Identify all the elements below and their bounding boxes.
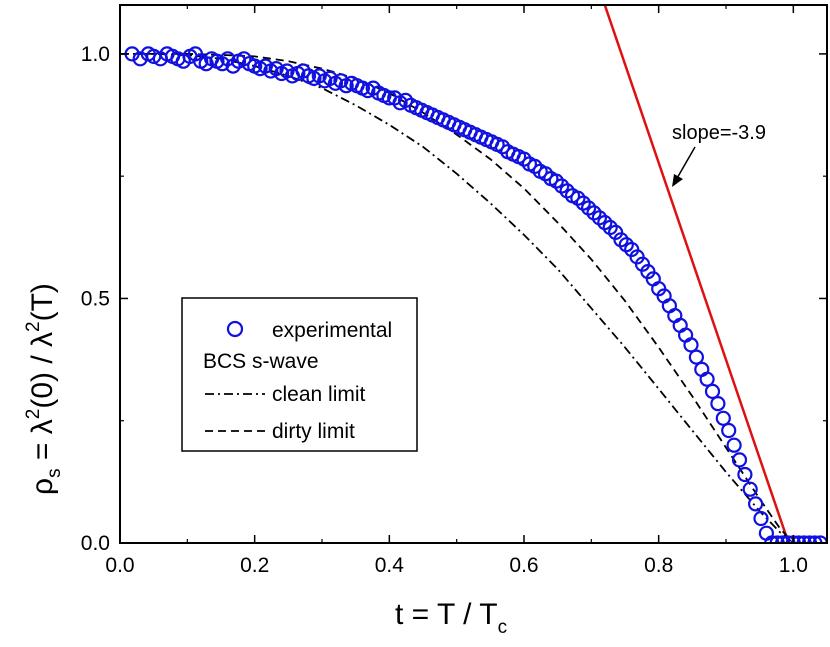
y-axis-rho: ρ [26,478,59,495]
data-point [715,410,731,426]
data-point [731,452,748,468]
data-point [710,396,726,412]
y-axis-end: (T) [26,283,59,321]
legend-label-bcs: BCS s-wave [203,350,319,373]
slope-annotation-arrowhead [672,174,683,187]
data-point [747,496,764,512]
y-axis-eq: = λ [26,419,59,468]
data-point [812,535,827,543]
y-axis-title: ρs = λ2(0) / λ2(T) [23,283,65,495]
slope-annotation-text: slope=-3.9 [672,122,766,144]
data-point [726,437,742,453]
data-point [688,349,705,365]
data-point [796,535,812,543]
slope-annotation-arrow [675,146,696,181]
data-point [704,383,721,399]
x-axis-title-subscript: c [498,617,508,638]
x-tick-label: 0.4 [375,554,405,577]
data-point [769,535,785,543]
y-tick-label: 0.0 [81,532,110,555]
data-point [801,535,818,543]
data-point [737,466,753,483]
series-group [120,5,827,543]
y-axis-sup1: 2 [23,409,44,420]
data-point [742,481,758,497]
data-point [721,422,737,439]
plot-frame [119,4,828,544]
y-axis-rho-sub: s [44,468,65,478]
data-point [699,371,715,387]
legend-marker-experimental [226,320,244,338]
data-point [780,535,796,543]
data-point [764,535,780,543]
data-point [683,337,699,353]
legend-box [181,297,418,452]
x-axis-title: t = T / Tc [395,598,507,638]
legend-label-clean: clean limit [272,383,366,406]
x-tick-label: 0.6 [509,554,538,577]
data-point [807,535,823,543]
x-tick-label: 1.0 [779,554,808,577]
data-point [775,535,791,543]
x-tick-label: 0.8 [644,554,673,577]
data-point [753,510,769,527]
series-line-slope-3-9 [603,5,790,543]
slope-annotation: slope=-3.9 [672,122,766,187]
plot-layer [120,5,827,543]
legend-label-experimental: experimental [272,319,392,342]
ticks-layer: 0.0 0.2 0.4 0.6 0.8 1.0 0.0 0.5 1.0 [81,5,827,577]
y-tick-label: 0.5 [81,287,110,310]
y-axis-sup2: 2 [23,321,44,332]
legend-label-dirty: dirty limit [272,420,355,443]
x-tick-label: 0.2 [240,554,269,577]
y-axis-mid: (0) / λ [26,332,59,409]
x-axis-title-main: t = T / T [395,598,498,631]
x-tick-label: 0.0 [105,554,134,577]
legend: experimental BCS s-wave clean limit dirt… [181,297,418,452]
data-point [791,535,807,543]
y-tick-label: 1.0 [81,43,110,66]
